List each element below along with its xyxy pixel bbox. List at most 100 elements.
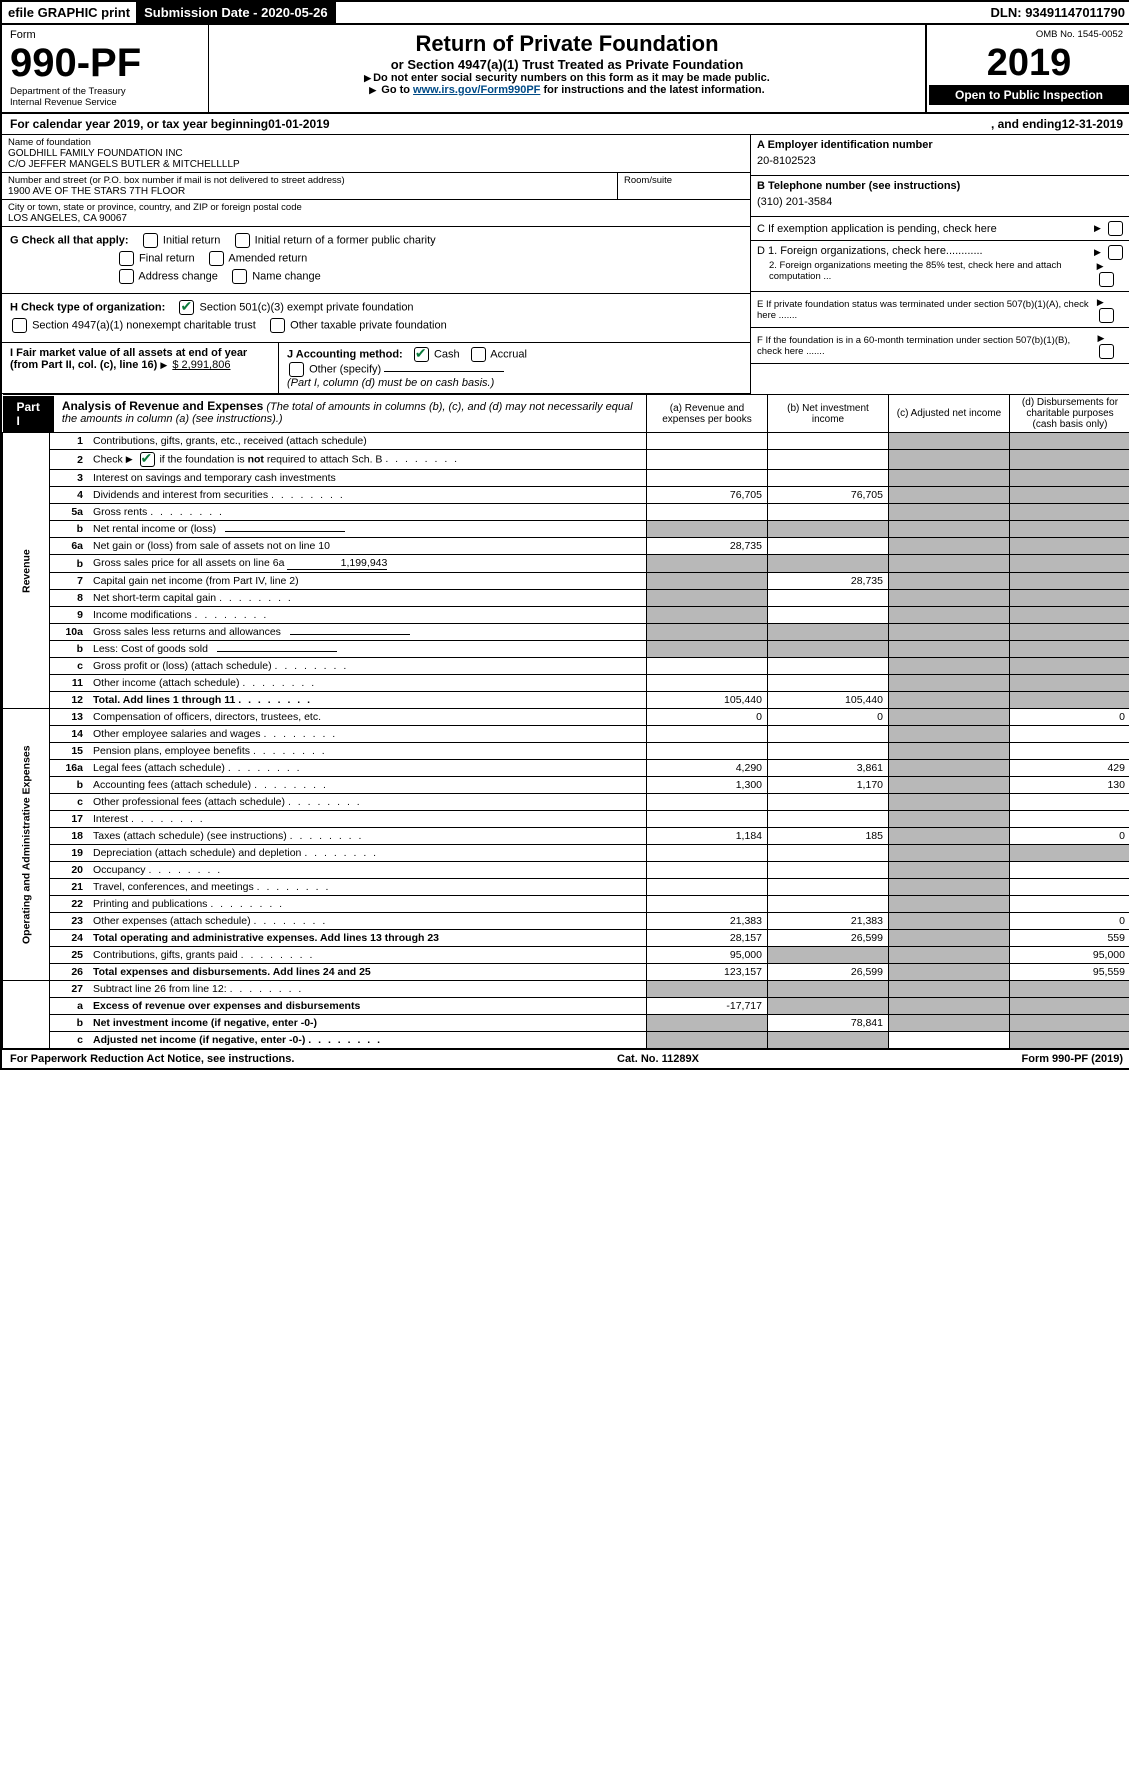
arrow-icon (1094, 246, 1103, 258)
row-number: 19 (50, 845, 89, 862)
value-cell: 21,383 (647, 913, 768, 930)
value-cell: 28,157 (647, 930, 768, 947)
f-checkbox[interactable] (1099, 344, 1114, 359)
row-number: 16a (50, 760, 89, 777)
value-cell (1010, 743, 1129, 760)
d1-checkbox[interactable] (1108, 245, 1123, 260)
part1-title: Analysis of Revenue and Expenses (The to… (54, 396, 646, 432)
table-row: 4Dividends and interest from securities … (3, 487, 1129, 504)
row-number: 1 (50, 433, 89, 450)
arrow-icon (1094, 222, 1103, 234)
row-desc: Net rental income or (loss) (88, 521, 647, 538)
table-row: 19Depreciation (attach schedule) and dep… (3, 845, 1129, 862)
table-row: 8Net short-term capital gain (3, 590, 1129, 607)
section-j: J Accounting method: Cash Accrual Other … (279, 343, 750, 393)
initial-return-checkbox[interactable] (143, 233, 158, 248)
table-row: 12Total. Add lines 1 through 11 105,4401… (3, 692, 1129, 709)
initial-return-former-checkbox[interactable] (235, 233, 250, 248)
value-cell (768, 433, 889, 450)
value-cell (1010, 675, 1129, 692)
value-cell (889, 947, 1010, 964)
form-subtitle: or Section 4947(a)(1) Trust Treated as P… (215, 57, 919, 72)
value-cell: 105,440 (768, 692, 889, 709)
table-row: 10aGross sales less returns and allowanc… (3, 624, 1129, 641)
d1-label: D 1. Foreign organizations, check here..… (757, 245, 983, 260)
table-row: 21Travel, conferences, and meetings (3, 879, 1129, 896)
header-left: Form 990-PF Department of the Treasury I… (2, 25, 209, 112)
amended-return-checkbox[interactable] (209, 251, 224, 266)
header-right: OMB No. 1545-0052 2019 Open to Public In… (925, 25, 1129, 112)
value-cell (647, 555, 768, 573)
value-cell (1010, 450, 1129, 470)
value-cell (889, 896, 1010, 913)
value-cell: 95,000 (1010, 947, 1129, 964)
cash-checkbox[interactable] (414, 347, 429, 362)
row-desc: Interest on savings and temporary cash i… (88, 470, 647, 487)
value-cell: 1,184 (647, 828, 768, 845)
value-cell (889, 794, 1010, 811)
row-number: 8 (50, 590, 89, 607)
value-cell (647, 624, 768, 641)
other-taxable-checkbox[interactable] (270, 318, 285, 333)
c-checkbox[interactable] (1108, 221, 1123, 236)
value-cell: 28,735 (647, 538, 768, 555)
table-row: 25Contributions, gifts, grants paid 95,0… (3, 947, 1129, 964)
row-number: 22 (50, 896, 89, 913)
4947-checkbox[interactable] (12, 318, 27, 333)
table-row: cAdjusted net income (if negative, enter… (3, 1032, 1129, 1049)
j-note: (Part I, column (d) must be on cash basi… (287, 377, 742, 389)
value-cell: 559 (1010, 930, 1129, 947)
accrual-checkbox[interactable] (471, 347, 486, 362)
value-cell (647, 590, 768, 607)
name-label: Name of foundation (8, 137, 744, 148)
name-change-checkbox[interactable] (232, 269, 247, 284)
value-cell (889, 879, 1010, 896)
part1-tab: Part I (3, 396, 54, 432)
header-center: Return of Private Foundation or Section … (209, 25, 925, 112)
dept: Department of the Treasury (10, 86, 200, 97)
value-cell (768, 794, 889, 811)
other-method-checkbox[interactable] (289, 362, 304, 377)
value-cell (1010, 1015, 1129, 1032)
final-return-checkbox[interactable] (119, 251, 134, 266)
part1-header: Part I Analysis of Revenue and Expenses … (3, 396, 647, 432)
d2-checkbox[interactable] (1099, 272, 1114, 287)
value-cell: 1,170 (768, 777, 889, 794)
value-cell (768, 998, 889, 1015)
other-specify-field[interactable] (384, 371, 504, 372)
row-desc: Accounting fees (attach schedule) (88, 777, 647, 794)
header: Form 990-PF Department of the Treasury I… (2, 25, 1129, 112)
value-cell (889, 964, 1010, 981)
row-number: b (50, 1015, 89, 1032)
table-row: bLess: Cost of goods sold (3, 641, 1129, 658)
value-cell (647, 726, 768, 743)
irs-link[interactable]: www.irs.gov/Form990PF (413, 84, 540, 96)
paperwork-notice: For Paperwork Reduction Act Notice, see … (10, 1053, 294, 1065)
phone-label: B Telephone number (see instructions) (757, 180, 960, 192)
row-number: 4 (50, 487, 89, 504)
arrow-icon (160, 359, 169, 371)
row-desc: Occupancy (88, 862, 647, 879)
value-cell: 26,599 (768, 930, 889, 947)
table-row: 7Capital gain net income (from Part IV, … (3, 573, 1129, 590)
row-number: 24 (50, 930, 89, 947)
value-cell (768, 743, 889, 760)
value-cell (647, 862, 768, 879)
address-change-checkbox[interactable] (119, 269, 134, 284)
table-row: bNet investment income (if negative, ent… (3, 1015, 1129, 1032)
table-row: 16aLegal fees (attach schedule) 4,2903,8… (3, 760, 1129, 777)
table-row: 5aGross rents (3, 504, 1129, 521)
row-desc: Pension plans, employee benefits (88, 743, 647, 760)
row-number: 3 (50, 470, 89, 487)
expenses-side-label: Operating and Administrative Expenses (3, 709, 50, 981)
row-number: 7 (50, 573, 89, 590)
value-cell (889, 538, 1010, 555)
501c3-checkbox[interactable] (179, 300, 194, 315)
value-cell (889, 709, 1010, 726)
row-number: 11 (50, 675, 89, 692)
e-checkbox[interactable] (1099, 308, 1114, 323)
row-number: b (50, 555, 89, 573)
value-cell: 130 (1010, 777, 1129, 794)
form-title: Return of Private Foundation (215, 31, 919, 57)
table-row: aExcess of revenue over expenses and dis… (3, 998, 1129, 1015)
